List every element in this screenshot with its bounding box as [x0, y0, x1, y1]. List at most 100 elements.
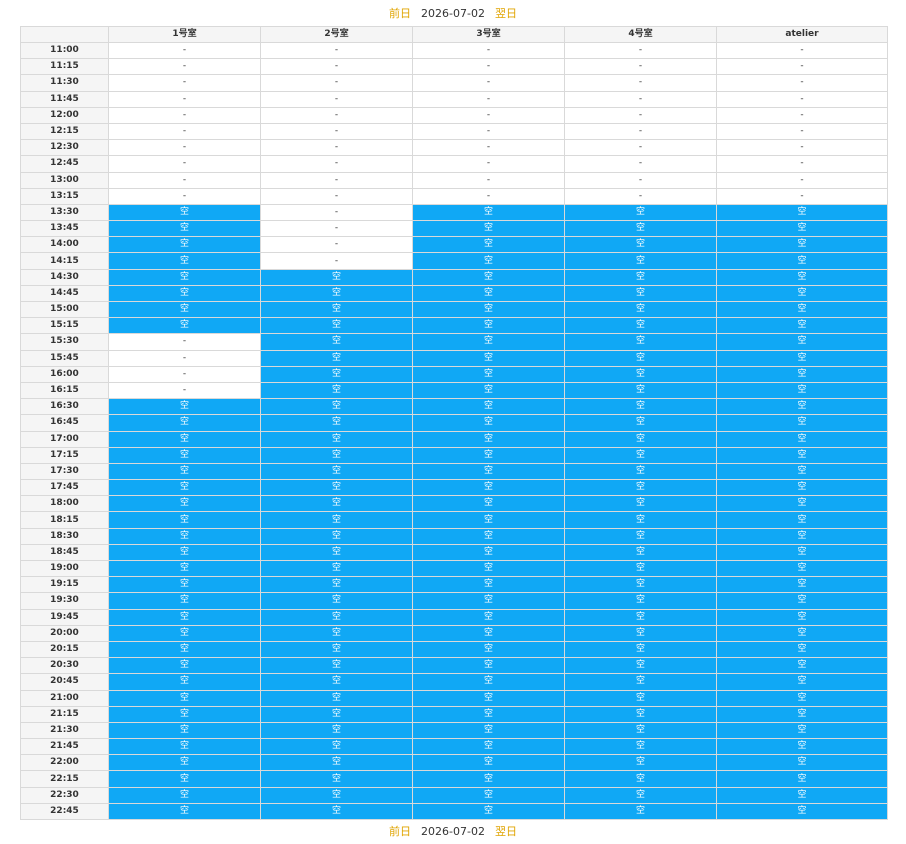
available-slot[interactable]: 空: [260, 527, 413, 545]
available-slot[interactable]: 空: [412, 317, 565, 335]
available-slot[interactable]: 空: [716, 284, 888, 303]
available-slot[interactable]: 空: [260, 657, 413, 675]
available-slot[interactable]: 空: [260, 284, 413, 303]
available-slot[interactable]: 空: [564, 657, 717, 675]
available-slot[interactable]: 空: [260, 430, 413, 448]
available-slot[interactable]: 空: [108, 624, 261, 642]
available-slot[interactable]: 空: [412, 721, 565, 740]
available-slot[interactable]: 空: [564, 786, 717, 804]
available-slot[interactable]: 空: [412, 203, 565, 222]
available-slot[interactable]: 空: [564, 738, 717, 756]
available-slot[interactable]: 空: [716, 576, 888, 594]
available-slot[interactable]: 空: [412, 657, 565, 675]
available-slot[interactable]: 空: [108, 657, 261, 675]
available-slot[interactable]: 空: [716, 381, 888, 400]
available-slot[interactable]: 空: [412, 673, 565, 691]
available-slot[interactable]: 空: [108, 284, 261, 303]
available-slot[interactable]: 空: [564, 414, 717, 432]
available-slot[interactable]: 空: [564, 543, 717, 562]
available-slot[interactable]: 空: [564, 608, 717, 626]
available-slot[interactable]: 空: [412, 802, 565, 821]
available-slot[interactable]: 空: [412, 786, 565, 804]
available-slot[interactable]: 空: [716, 511, 888, 529]
available-slot[interactable]: 空: [260, 479, 413, 497]
available-slot[interactable]: 空: [716, 203, 888, 222]
available-slot[interactable]: 空: [716, 705, 888, 723]
available-slot[interactable]: 空: [260, 365, 413, 383]
available-slot[interactable]: 空: [108, 414, 261, 432]
available-slot[interactable]: 空: [412, 268, 565, 286]
available-slot[interactable]: 空: [260, 300, 413, 319]
available-slot[interactable]: 空: [564, 349, 717, 367]
available-slot[interactable]: 空: [108, 738, 261, 756]
available-slot[interactable]: 空: [260, 770, 413, 788]
available-slot[interactable]: 空: [564, 527, 717, 545]
available-slot[interactable]: 空: [716, 398, 888, 416]
available-slot[interactable]: 空: [108, 527, 261, 545]
available-slot[interactable]: 空: [108, 608, 261, 626]
available-slot[interactable]: 空: [412, 576, 565, 594]
available-slot[interactable]: 空: [108, 462, 261, 481]
available-slot[interactable]: 空: [108, 640, 261, 659]
available-slot[interactable]: 空: [716, 592, 888, 610]
available-slot[interactable]: 空: [412, 689, 565, 707]
available-slot[interactable]: 空: [716, 721, 888, 740]
available-slot[interactable]: 空: [564, 721, 717, 740]
available-slot[interactable]: 空: [260, 398, 413, 416]
available-slot[interactable]: 空: [564, 333, 717, 351]
available-slot[interactable]: 空: [412, 300, 565, 319]
available-slot[interactable]: 空: [412, 527, 565, 545]
available-slot[interactable]: 空: [412, 608, 565, 626]
available-slot[interactable]: 空: [564, 576, 717, 594]
available-slot[interactable]: 空: [564, 398, 717, 416]
available-slot[interactable]: 空: [260, 721, 413, 740]
available-slot[interactable]: 空: [260, 333, 413, 351]
available-slot[interactable]: 空: [260, 317, 413, 335]
available-slot[interactable]: 空: [412, 705, 565, 723]
available-slot[interactable]: 空: [260, 786, 413, 804]
available-slot[interactable]: 空: [260, 381, 413, 400]
available-slot[interactable]: 空: [412, 381, 565, 400]
available-slot[interactable]: 空: [108, 252, 261, 270]
available-slot[interactable]: 空: [260, 802, 413, 821]
available-slot[interactable]: 空: [108, 430, 261, 448]
available-slot[interactable]: 空: [260, 559, 413, 578]
available-slot[interactable]: 空: [260, 446, 413, 464]
available-slot[interactable]: 空: [716, 300, 888, 319]
available-slot[interactable]: 空: [108, 576, 261, 594]
available-slot[interactable]: 空: [412, 592, 565, 610]
available-slot[interactable]: 空: [564, 381, 717, 400]
available-slot[interactable]: 空: [716, 527, 888, 545]
available-slot[interactable]: 空: [260, 689, 413, 707]
available-slot[interactable]: 空: [564, 705, 717, 723]
available-slot[interactable]: 空: [564, 754, 717, 772]
available-slot[interactable]: 空: [716, 365, 888, 383]
available-slot[interactable]: 空: [412, 624, 565, 642]
available-slot[interactable]: 空: [716, 543, 888, 562]
available-slot[interactable]: 空: [108, 236, 261, 254]
available-slot[interactable]: 空: [564, 300, 717, 319]
available-slot[interactable]: 空: [108, 511, 261, 529]
available-slot[interactable]: 空: [108, 268, 261, 286]
available-slot[interactable]: 空: [716, 608, 888, 626]
available-slot[interactable]: 空: [564, 430, 717, 448]
available-slot[interactable]: 空: [260, 738, 413, 756]
available-slot[interactable]: 空: [564, 495, 717, 513]
available-slot[interactable]: 空: [412, 511, 565, 529]
available-slot[interactable]: 空: [412, 333, 565, 351]
available-slot[interactable]: 空: [564, 203, 717, 222]
available-slot[interactable]: 空: [564, 268, 717, 286]
available-slot[interactable]: 空: [108, 786, 261, 804]
available-slot[interactable]: 空: [108, 689, 261, 707]
available-slot[interactable]: 空: [412, 236, 565, 254]
next-day-link[interactable]: 翌日: [494, 825, 517, 838]
available-slot[interactable]: 空: [564, 624, 717, 642]
available-slot[interactable]: 空: [716, 673, 888, 691]
available-slot[interactable]: 空: [716, 479, 888, 497]
available-slot[interactable]: 空: [716, 349, 888, 367]
available-slot[interactable]: 空: [260, 495, 413, 513]
available-slot[interactable]: 空: [716, 446, 888, 464]
available-slot[interactable]: 空: [716, 738, 888, 756]
available-slot[interactable]: 空: [564, 479, 717, 497]
available-slot[interactable]: 空: [564, 462, 717, 481]
